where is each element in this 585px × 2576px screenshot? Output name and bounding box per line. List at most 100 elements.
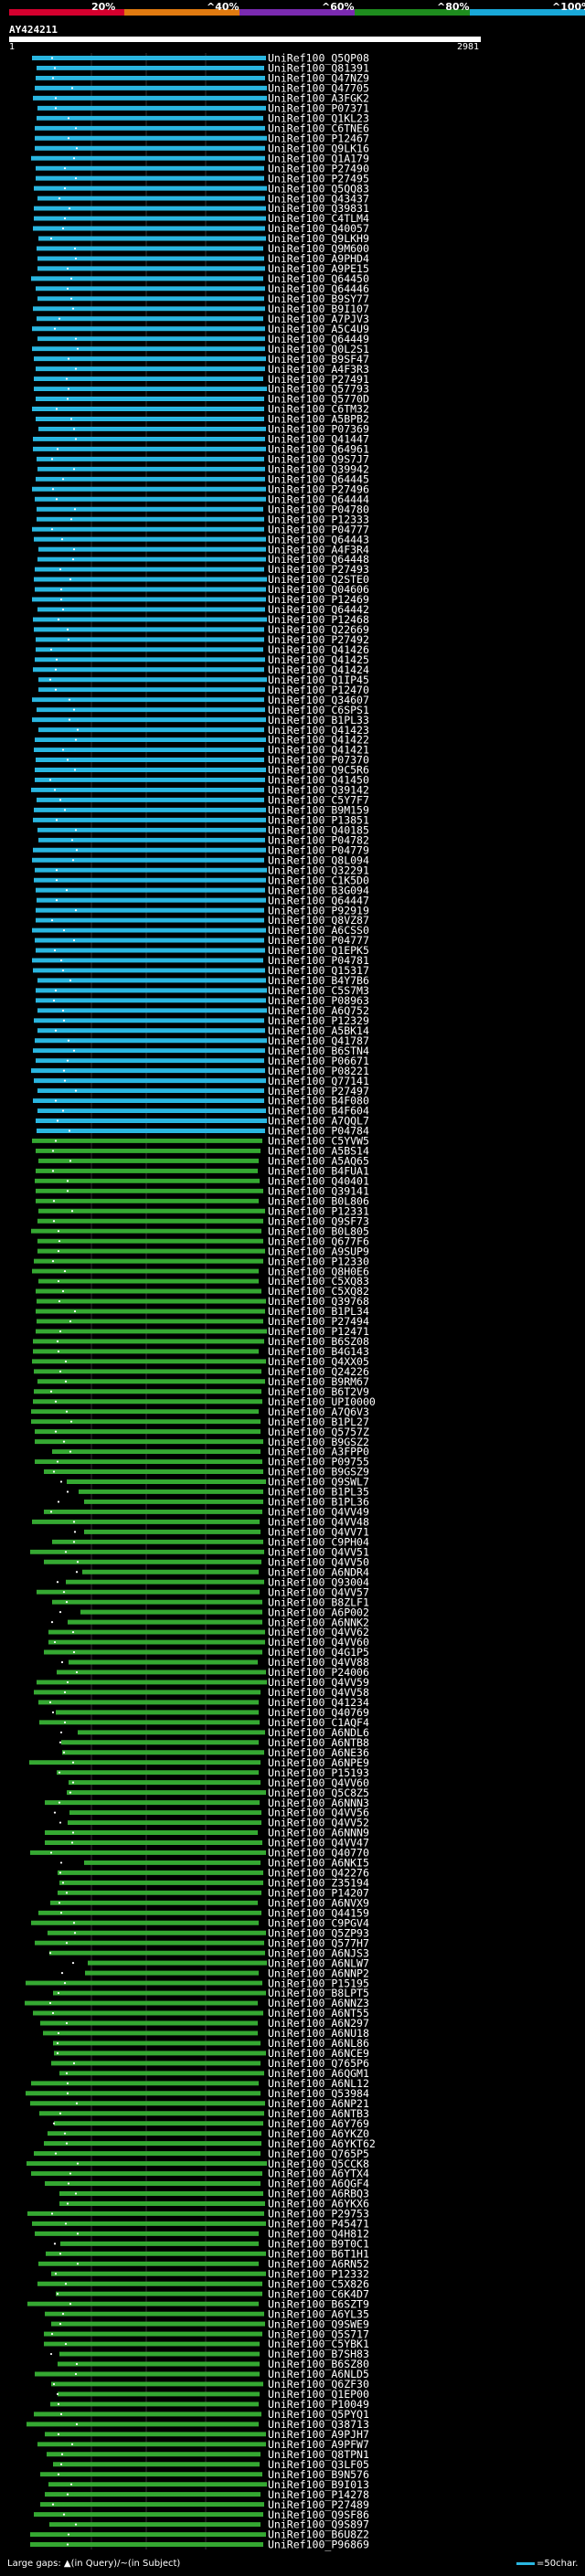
hit-label[interactable]: UniRef100_A6NNN9 [268,1827,369,1839]
hit-label[interactable]: UniRef100_P15193 [268,1766,369,1779]
hit-label[interactable]: UniRef100_C5XQ83 [268,1275,369,1288]
hit-label[interactable]: UniRef100_Q5QP08 [268,52,369,65]
hit-label[interactable]: UniRef100_A9PHD4 [268,252,369,265]
hit-label[interactable]: UniRef100_Q64448 [268,553,369,566]
hit-label[interactable]: UniRef100_A9PE15 [268,262,369,275]
hit-label[interactable]: UniRef100_C6K4D7 [268,2287,369,2300]
hit-label[interactable]: UniRef100_Q4VV88 [268,1656,369,1669]
hit-label[interactable]: UniRef100_Q5CCK8 [268,2157,369,2170]
hit-label[interactable]: UniRef100_Q4VV59 [268,1676,369,1689]
hit-label[interactable]: UniRef100_A6YKX6 [268,2198,369,2210]
hit-label[interactable]: UniRef100_Q41447 [268,433,369,446]
hit-label[interactable]: UniRef100_A6YKT62 [268,2137,376,2150]
hit-label[interactable]: UniRef100_P08221 [268,1065,369,1077]
hit-label[interactable]: UniRef100_B9GSZ2 [268,1436,369,1448]
hit-label[interactable]: UniRef100_P45471 [268,2218,369,2231]
hit-label[interactable]: UniRef100_Q41234 [268,1696,369,1709]
hit-label[interactable]: UniRef100_B6U8Z2 [268,2528,369,2541]
hit-label[interactable]: UniRef100_B3G094 [268,884,369,896]
hit-label[interactable]: UniRef100_Q39768 [268,1295,369,1308]
hit-label[interactable]: UniRef100_P04782 [268,833,369,846]
hit-label[interactable]: UniRef100_B4F080 [268,1095,369,1108]
hit-label[interactable]: UniRef100_P27495 [268,172,369,185]
hit-label[interactable]: UniRef100_A6QGF4 [268,2178,369,2190]
hit-label[interactable]: UniRef100_A9PFW7 [268,2438,369,2451]
hit-label[interactable]: UniRef100_A6RBQ3 [268,2188,369,2200]
hit-label[interactable]: UniRef100_P27497 [268,1085,369,1097]
hit-label[interactable]: UniRef100_A6NP21 [268,2097,369,2110]
hit-label[interactable]: UniRef100_Q47705 [268,82,369,95]
hit-label[interactable]: UniRef100_Q8VZ87 [268,914,369,927]
hit-label[interactable]: UniRef100_Z35194 [268,1877,369,1890]
hit-label[interactable]: UniRef100_A9PJH7 [268,2428,369,2441]
hit-label[interactable]: UniRef100_B6T2V9 [268,1385,369,1398]
hit-label[interactable]: UniRef100_P12331 [268,1204,369,1217]
hit-label[interactable]: UniRef100_Q41423 [268,724,369,737]
hit-label[interactable]: UniRef100_B9SY77 [268,292,369,305]
hit-label[interactable]: UniRef100_Q43437 [268,192,369,205]
hit-label[interactable]: UniRef100_B1PL35 [268,1486,369,1499]
hit-label[interactable]: UniRef100_C9PGV4 [268,1916,369,1929]
hit-label[interactable]: UniRef100_Q34607 [268,694,369,706]
hit-label[interactable]: UniRef100_A6N297 [268,2017,369,2030]
hit-label[interactable]: UniRef100_B1PL33 [268,714,369,726]
hit-label[interactable]: UniRef100_A7PJV3 [268,313,369,325]
hit-label[interactable]: UniRef100_Q64450 [268,272,369,285]
hit-label[interactable]: UniRef100_P06671 [268,1055,369,1067]
hit-label[interactable]: UniRef100_P12469 [268,593,369,606]
hit-label[interactable]: UniRef100_P27496 [268,482,369,495]
hit-label[interactable]: UniRef100_B7SH83 [268,2348,369,2360]
hit-label[interactable]: UniRef100_P07369 [268,423,369,436]
hit-label[interactable]: UniRef100_Q1EP00 [268,2388,369,2401]
hit-label[interactable]: UniRef100_Q4VV58 [268,1686,369,1699]
hit-label[interactable]: UniRef100_Q3LF05 [268,2458,369,2471]
hit-label[interactable]: UniRef100_C5YBK1 [268,2337,369,2350]
hit-label[interactable]: UniRef100_Q64446 [268,282,369,295]
hit-label[interactable]: UniRef100_A6NPE9 [268,1756,369,1769]
hit-label[interactable]: UniRef100_C6TM32 [268,403,369,416]
hit-label[interactable]: UniRef100_Q5757Z [268,1426,369,1438]
hit-label[interactable]: UniRef100_Q4G1P5 [268,1646,369,1659]
hit-label[interactable]: UniRef100_B1PL34 [268,1305,369,1318]
hit-label[interactable]: UniRef100_P12468 [268,613,369,626]
hit-label[interactable]: UniRef100_P12332 [268,2267,369,2280]
hit-label[interactable]: UniRef100_P27490 [268,162,369,175]
hit-label[interactable]: UniRef100_B6STN4 [268,1044,369,1057]
hit-label[interactable]: UniRef100_P92919 [268,904,369,917]
hit-label[interactable]: UniRef100_Q0L2S1 [268,343,369,355]
hit-label[interactable]: UniRef100_Q4VV71 [268,1526,369,1539]
hit-label[interactable]: UniRef100_P27494 [268,1315,369,1328]
hit-label[interactable]: UniRef100_Q77141 [268,1075,369,1087]
hit-label[interactable]: UniRef100_Q4VV57 [268,1585,369,1598]
hit-label[interactable]: UniRef100_P10049 [268,2398,369,2411]
hit-label[interactable]: UniRef100_A6QGM1 [268,2067,369,2080]
hit-label[interactable]: UniRef100_P12471 [268,1325,369,1338]
hit-label[interactable]: UniRef100_Q5QQ83 [268,182,369,195]
hit-label[interactable]: UniRef100_C1AQF4 [268,1716,369,1729]
hit-label[interactable]: UniRef100_Q38713 [268,2418,369,2431]
hit-label[interactable]: UniRef100_P07371 [268,102,369,115]
hit-label[interactable]: UniRef100_B0L805 [268,1224,369,1237]
hit-label[interactable]: UniRef100_A6NVX9 [268,1896,369,1909]
hit-label[interactable]: UniRef100_UPI0000 [268,1395,376,1408]
hit-label[interactable]: UniRef100_Q40057 [268,222,369,235]
hit-label[interactable]: UniRef100_P04777 [268,934,369,947]
hit-label[interactable]: UniRef100_Q41426 [268,643,369,656]
hit-label[interactable]: UniRef100_A6NCE9 [268,2047,369,2060]
hit-label[interactable]: UniRef100_Q2STE0 [268,573,369,586]
hit-label[interactable]: UniRef100_B8ZLF1 [268,1595,369,1608]
hit-label[interactable]: UniRef100_A5BK14 [268,1024,369,1037]
hit-label[interactable]: UniRef100_C6SPS1 [268,704,369,716]
hit-label[interactable]: UniRef100_B9GSZ9 [268,1466,369,1479]
hit-label[interactable]: UniRef100_B9T0C1 [268,2238,369,2251]
hit-label[interactable]: UniRef100_C5X826 [268,2277,369,2290]
hit-label[interactable]: UniRef100_P08963 [268,994,369,1007]
hit-label[interactable]: UniRef100_P24006 [268,1666,369,1679]
hit-label[interactable]: UniRef100_Q4VV47 [268,1837,369,1850]
hit-label[interactable]: UniRef100_A5BPB2 [268,413,369,426]
hit-label[interactable]: UniRef100_C5YVW5 [268,1135,369,1148]
hit-label[interactable]: UniRef100_Q765P5 [268,2147,369,2160]
hit-label[interactable]: UniRef100_B9RM67 [268,1375,369,1388]
hit-label[interactable]: UniRef100_P96869 [268,2539,369,2551]
hit-label[interactable]: UniRef100_A6NKI5 [268,1857,369,1870]
